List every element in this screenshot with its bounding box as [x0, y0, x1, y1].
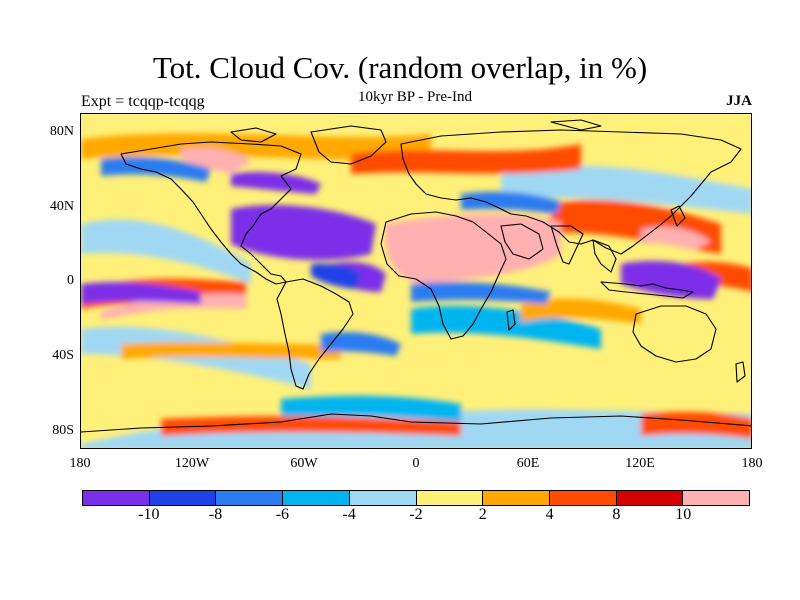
coastline [380, 211, 507, 340]
colorbar [82, 490, 750, 506]
lon-label-180e: 180 [741, 456, 763, 471]
anomaly-region [621, 260, 721, 299]
map-panel [80, 113, 752, 449]
anomaly-region [311, 263, 361, 289]
coastline [632, 305, 717, 363]
anomaly-region [161, 416, 461, 436]
anomaly-region [351, 144, 581, 174]
colorbar-tick-label: -6 [275, 506, 290, 523]
colorbar-tick-label: -8 [208, 506, 223, 523]
colorbar-swatch [683, 491, 750, 505]
season-label: JJA [726, 93, 752, 109]
anomaly-region [101, 157, 211, 182]
coastline [592, 239, 617, 273]
anomaly-region [101, 293, 246, 320]
anomaly-region [81, 326, 311, 389]
lon-label-180w: 180 [69, 456, 91, 471]
anomaly-region [81, 219, 251, 284]
colorbar-swatch [283, 491, 350, 505]
colorbar-swatch [149, 491, 217, 505]
lon-label-60w: 60W [290, 456, 318, 471]
anomaly-region [231, 204, 376, 260]
anomaly-region [81, 281, 201, 304]
coastline [81, 413, 751, 433]
experiment-label: Expt = tcqqp-tcqqg [81, 93, 205, 110]
anomaly-region [181, 147, 251, 174]
lat-label-40s: 40S [52, 348, 74, 363]
lat-label-40n: 40N [49, 199, 74, 214]
coastline [120, 141, 302, 285]
anomaly-region [321, 332, 401, 356]
anomaly-region [81, 133, 431, 161]
anomaly-region [385, 214, 561, 284]
coastline [310, 125, 387, 165]
colorbar-tick-label: 4 [545, 506, 554, 523]
colorbar-tick-label: 10 [675, 506, 692, 523]
coastline [670, 205, 686, 227]
anomaly-region [461, 191, 561, 214]
lat-label-80s: 80S [52, 423, 74, 438]
colorbar-tick-label: -2 [409, 506, 423, 523]
anomaly-region [231, 172, 321, 194]
coastline [735, 361, 746, 383]
lon-label-120w: 120W [174, 456, 210, 471]
lon-label-60e: 60E [516, 456, 540, 471]
lat-label-equator: 0 [67, 273, 74, 288]
anomaly-region [411, 305, 601, 349]
lon-label-0: 0 [412, 456, 420, 471]
anomaly-region [641, 226, 711, 250]
colorbar-swatch [416, 491, 484, 505]
lat-label-80n: 80N [49, 124, 74, 139]
colorbar-swatch [349, 491, 417, 505]
lon-label-120e: 120E [625, 456, 655, 471]
colorbar-swatch [549, 491, 617, 505]
colorbar-swatch [216, 491, 284, 505]
anomaly-region [121, 342, 341, 360]
coastline [500, 223, 544, 260]
anomaly-region [281, 395, 461, 424]
anomaly-region [411, 281, 551, 304]
colorbar-swatch [483, 491, 550, 505]
coastline [276, 278, 354, 390]
colorbar-tick-label: -10 [138, 506, 160, 523]
map-title: Tot. Cloud Cov. (random overlap, in %) [152, 50, 648, 85]
colorbar-tick-label: 2 [478, 506, 487, 523]
coastline [400, 129, 742, 255]
coastline [600, 281, 694, 299]
map-subtitle: 10kyr BP - Pre-Ind [357, 89, 473, 105]
cloud-cover-map [81, 114, 751, 448]
anomaly-field [81, 133, 751, 448]
coastline [550, 119, 602, 131]
anomaly-region [501, 165, 751, 214]
colorbar-swatch [83, 491, 150, 505]
colorbar-tick-label: 8 [612, 506, 621, 523]
coastline [230, 127, 277, 143]
colorbar-tick-label: -4 [342, 506, 356, 523]
coastline [506, 309, 516, 331]
colorbar-swatch [616, 491, 684, 505]
coastline [550, 225, 584, 265]
anomaly-region [521, 298, 641, 324]
coastlines [81, 119, 751, 433]
